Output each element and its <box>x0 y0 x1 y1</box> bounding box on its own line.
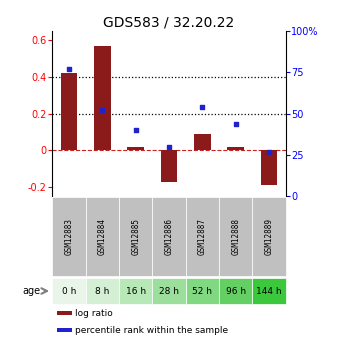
Point <box>166 144 172 150</box>
Bar <box>186 197 219 276</box>
Point <box>100 108 105 113</box>
Bar <box>57 328 72 332</box>
Bar <box>227 147 244 150</box>
Text: 28 h: 28 h <box>159 287 179 296</box>
Bar <box>219 278 252 304</box>
Text: GSM12886: GSM12886 <box>165 218 173 255</box>
Text: 96 h: 96 h <box>225 287 246 296</box>
Text: GSM12888: GSM12888 <box>231 218 240 255</box>
Bar <box>119 197 152 276</box>
Bar <box>152 197 186 276</box>
Point <box>266 149 272 155</box>
Bar <box>219 197 252 276</box>
Title: GDS583 / 32.20.22: GDS583 / 32.20.22 <box>103 16 235 30</box>
Bar <box>252 197 286 276</box>
Bar <box>261 150 277 185</box>
Point <box>66 66 72 72</box>
Text: 8 h: 8 h <box>95 287 110 296</box>
Text: GSM12885: GSM12885 <box>131 218 140 255</box>
Bar <box>186 278 219 304</box>
Bar <box>86 278 119 304</box>
Text: GSM12887: GSM12887 <box>198 218 207 255</box>
Bar <box>52 278 86 304</box>
Bar <box>57 311 72 315</box>
Text: 144 h: 144 h <box>256 287 282 296</box>
Bar <box>161 150 177 182</box>
Point <box>200 104 205 110</box>
Text: GSM12883: GSM12883 <box>65 218 74 255</box>
Text: age: age <box>23 286 41 296</box>
Text: log ratio: log ratio <box>75 309 113 318</box>
Bar <box>86 197 119 276</box>
Bar <box>252 278 286 304</box>
Bar <box>52 197 86 276</box>
Text: percentile rank within the sample: percentile rank within the sample <box>75 326 228 335</box>
Bar <box>119 278 152 304</box>
Text: 52 h: 52 h <box>192 287 212 296</box>
Bar <box>61 73 77 150</box>
Text: GSM12884: GSM12884 <box>98 218 107 255</box>
Point <box>233 121 238 126</box>
Point <box>133 128 138 133</box>
Bar <box>127 147 144 150</box>
Bar <box>94 46 111 150</box>
Text: GSM12889: GSM12889 <box>264 218 273 255</box>
Text: 16 h: 16 h <box>126 287 146 296</box>
Bar <box>152 278 186 304</box>
Text: 0 h: 0 h <box>62 287 76 296</box>
Bar <box>194 134 211 150</box>
